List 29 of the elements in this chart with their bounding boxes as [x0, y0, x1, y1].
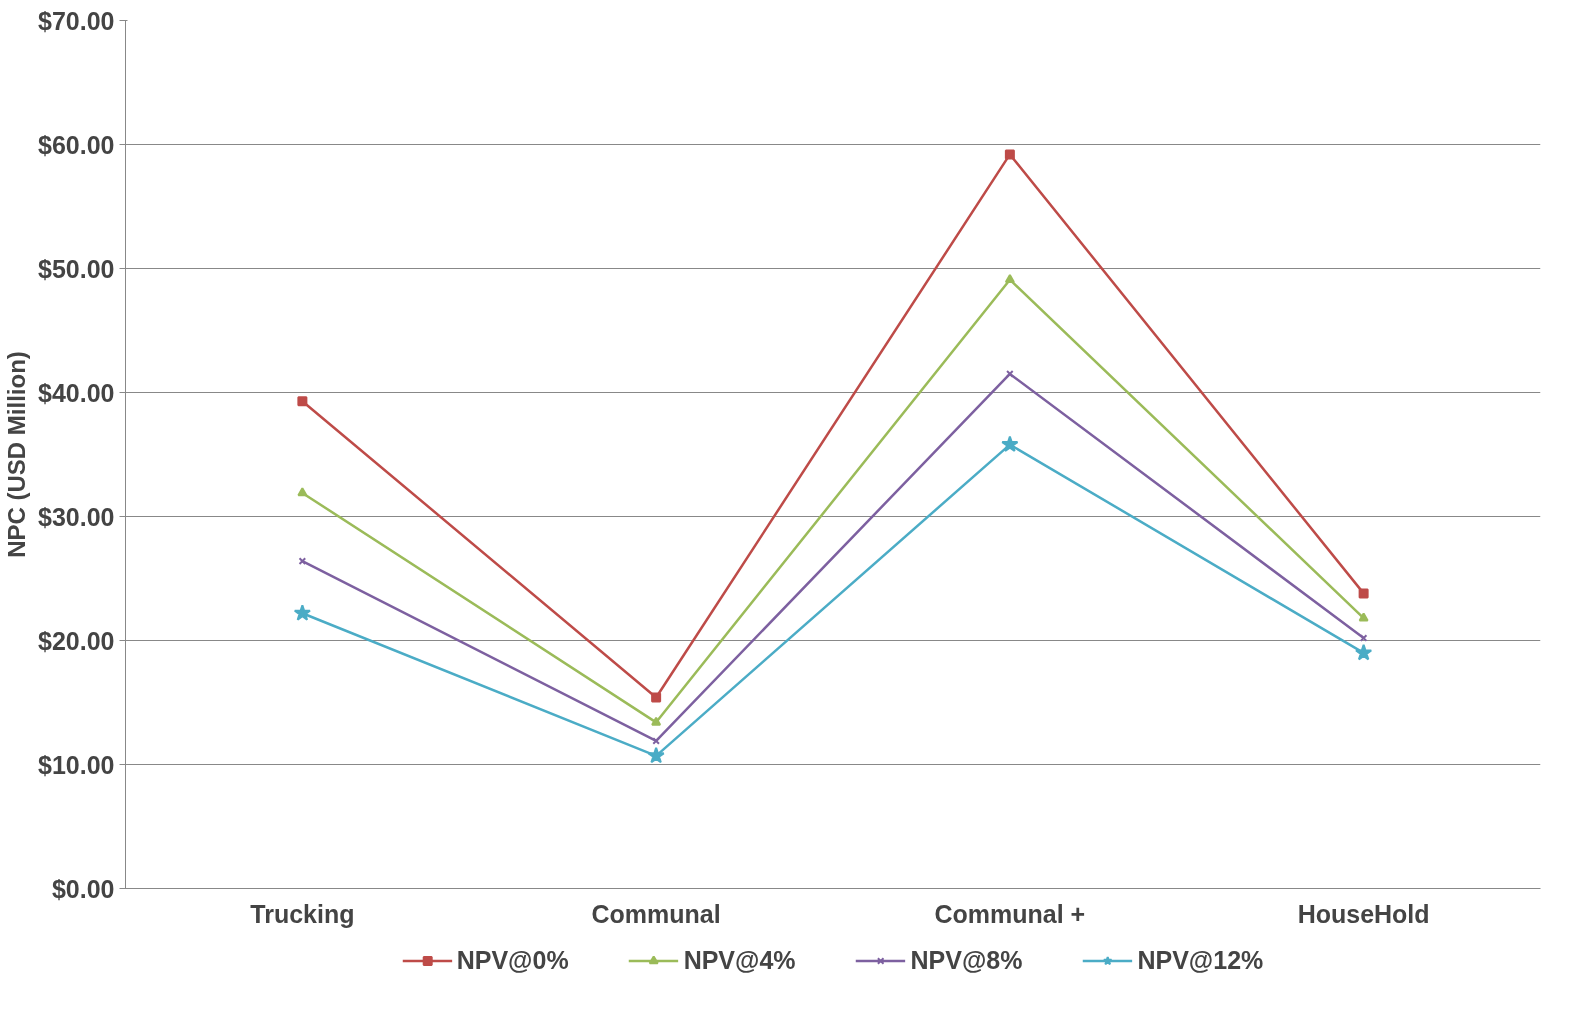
y-tick-label: $30.00 — [38, 502, 115, 531]
point — [1004, 149, 1015, 160]
point — [1355, 643, 1373, 661]
point — [293, 604, 311, 621]
point — [297, 396, 308, 407]
x-tick-label: HouseHold — [1297, 899, 1430, 928]
legend-label: NPV@12% — [1137, 945, 1264, 975]
point — [1004, 274, 1015, 283]
legend-label: NPV@8% — [910, 945, 1023, 975]
y-axis-title: NPC (USD Million) — [3, 351, 31, 558]
y-tick-label: $40.00 — [38, 378, 115, 407]
point — [651, 716, 662, 726]
x-tick-label: Communal — [591, 899, 721, 928]
point — [297, 487, 308, 497]
point — [651, 692, 662, 703]
point — [1358, 588, 1369, 599]
legend-label: NPV@4% — [683, 945, 796, 975]
y-tick-label: $70.00 — [38, 6, 115, 35]
y-tick-label: $60.00 — [38, 130, 115, 159]
y-tick-label: $0.00 — [51, 874, 115, 903]
point — [1358, 612, 1369, 622]
legend-label: NPV@0% — [456, 945, 569, 975]
point — [1001, 435, 1019, 453]
x-tick-label: Communal + — [934, 899, 1086, 928]
x-tick-label: Trucking — [250, 899, 355, 928]
point — [647, 746, 665, 764]
y-tick-label: $20.00 — [38, 626, 115, 655]
y-tick-label: $50.00 — [38, 254, 115, 283]
y-tick-label: $10.00 — [38, 750, 115, 779]
